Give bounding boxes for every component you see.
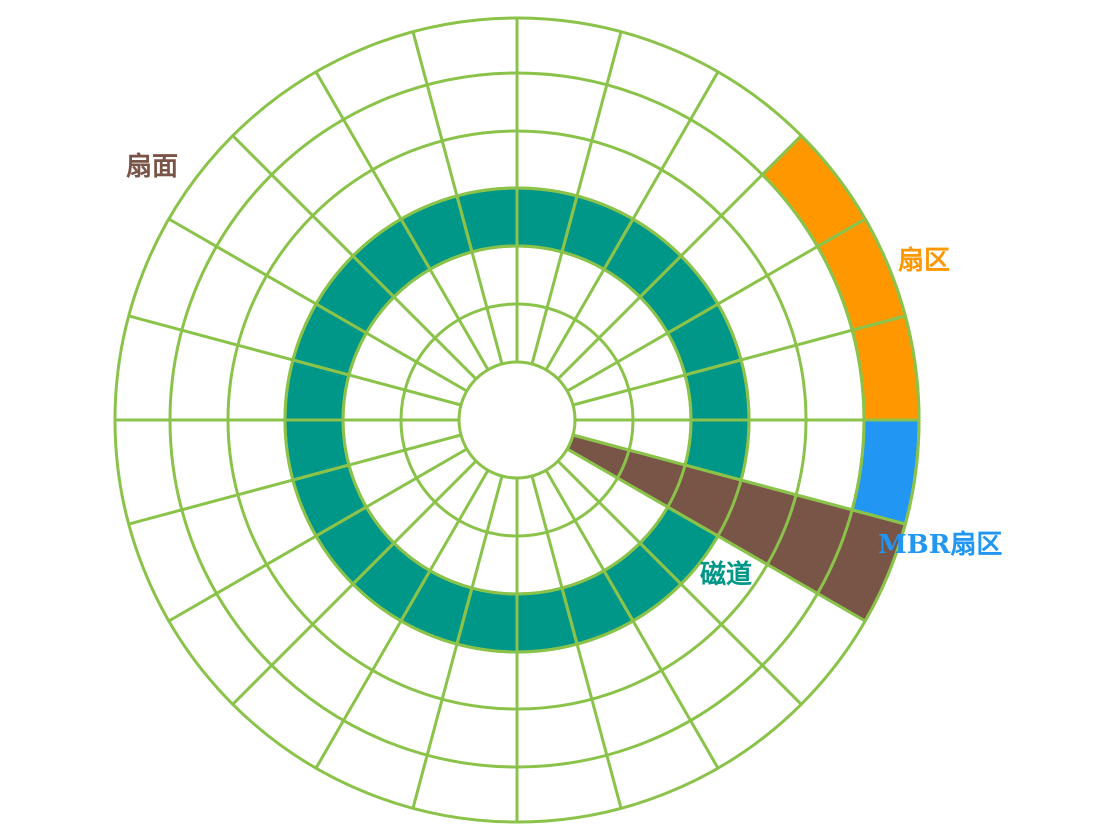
sector-spoke xyxy=(572,433,906,526)
sector-spoke xyxy=(411,475,504,809)
sector-spoke xyxy=(168,447,468,623)
sector-spoke xyxy=(128,314,462,407)
sector-label: 扇区 xyxy=(898,246,951,276)
disk-cells xyxy=(283,133,921,654)
sector-spokes xyxy=(115,18,919,822)
sector-spoke xyxy=(556,459,803,706)
surface-label: 扇面 xyxy=(126,152,179,182)
sector-spoke xyxy=(530,475,623,809)
sector-spoke xyxy=(231,459,478,706)
mbr-sector-label: MBR扇区 xyxy=(878,530,1003,560)
sector-spoke xyxy=(544,469,720,769)
sector-spoke xyxy=(544,71,720,371)
sector-spoke xyxy=(556,134,803,381)
sector-spoke xyxy=(566,217,866,393)
sector-spoke xyxy=(168,217,468,393)
sector-spoke xyxy=(572,314,906,407)
track-label: 磁道 xyxy=(700,560,753,590)
track-circle xyxy=(457,360,577,480)
sector-spoke xyxy=(530,31,623,365)
sector-spoke xyxy=(411,31,504,365)
sector-spoke xyxy=(128,433,462,526)
sector-spoke xyxy=(231,134,478,381)
sector-spoke xyxy=(314,71,490,371)
sector-spoke xyxy=(314,469,490,769)
sector-spoke xyxy=(566,447,866,623)
